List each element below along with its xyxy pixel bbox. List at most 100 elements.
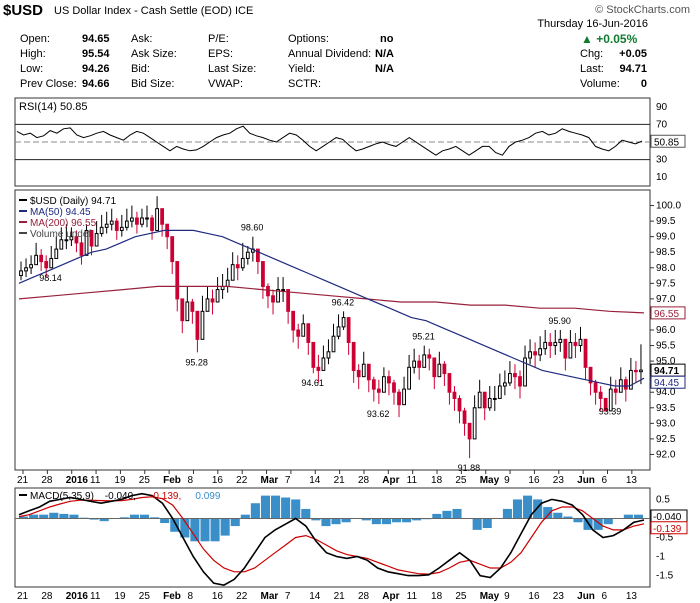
candle-down <box>195 310 200 340</box>
candle-up <box>568 341 573 359</box>
macd-histogram-bar <box>502 508 512 519</box>
candle-up <box>528 351 532 359</box>
price-annotation: 95.21 <box>412 332 435 342</box>
x-axis-label: 19 <box>114 591 126 602</box>
x-axis-label: 25 <box>455 475 467 486</box>
prev-close-value: 94.66 <box>82 78 110 90</box>
x-axis-label: 16 <box>528 591 540 602</box>
volume-label: Volume: <box>580 78 620 90</box>
macd-histogram-bar <box>603 518 613 525</box>
candle-down <box>417 360 422 368</box>
x-axis-label: 19 <box>114 475 126 486</box>
x-axis-label: Jun <box>577 591 595 602</box>
x-axis-label: Feb <box>163 475 181 486</box>
open-label: Open: <box>20 33 50 45</box>
x-axis-label: 7 <box>285 475 291 486</box>
candle-up <box>558 338 563 343</box>
pane-frame-2 <box>14 487 651 588</box>
candle-up <box>477 391 482 409</box>
macd-histogram-bar <box>99 518 109 522</box>
change-pct: +0.05% <box>596 32 638 46</box>
candle-up <box>124 220 129 228</box>
x-axis-label: 16 <box>212 591 224 602</box>
macd-histogram-bar <box>412 518 422 521</box>
x-axis-label: Mar <box>261 475 279 486</box>
candle-up <box>64 239 69 242</box>
last-value: 94.71 <box>619 63 647 75</box>
macd-histogram-bar <box>321 518 331 527</box>
candle-up <box>382 376 386 393</box>
candle-down <box>583 338 588 368</box>
candle-down <box>296 329 301 337</box>
x-axis-label: 14 <box>309 591 321 602</box>
bid-size-label: Bid Size: <box>131 78 175 90</box>
x-axis-label: 8 <box>187 591 193 602</box>
x-axis-label: 28 <box>358 591 370 602</box>
candle-down <box>160 208 165 225</box>
macd-histogram-bar <box>573 518 583 523</box>
price-legend-entry: $USD (Daily) 94.71 <box>30 196 117 207</box>
macd-histogram-bar <box>170 518 180 532</box>
candle-down <box>114 220 119 231</box>
candle-up <box>341 317 346 328</box>
candle-up <box>578 338 583 347</box>
x-axis-label: 23 <box>553 475 565 486</box>
candle-down <box>482 391 487 409</box>
candle-up <box>145 217 149 220</box>
x-axis-label: 9 <box>504 591 510 602</box>
candle-down <box>518 376 522 387</box>
low-value: 94.26 <box>82 63 110 75</box>
candle-down <box>392 382 396 393</box>
price-ytick-label: 95.0 <box>656 356 676 367</box>
candle-up <box>130 217 134 222</box>
open-value: 94.65 <box>82 33 110 45</box>
candle-down <box>603 397 608 412</box>
rsi-value-tag-label: 50.85 <box>654 137 679 148</box>
macd-signal-line <box>18 496 645 575</box>
ma200-line <box>18 285 645 314</box>
macd-histogram-bar <box>220 518 230 536</box>
x-axis-label: 9 <box>504 475 510 486</box>
instrument-name-text: US Dollar Index - Cash Settle (EOD) <box>54 5 232 17</box>
candle-down <box>135 217 139 225</box>
candle-down <box>39 254 44 263</box>
macd-histogram-bar <box>311 518 321 521</box>
symbol-title: $USD <box>3 2 44 19</box>
price-tag-label: 96.55 <box>654 309 679 320</box>
high-value: 95.54 <box>82 48 110 60</box>
x-axis-label: 8 <box>187 475 193 486</box>
rsi-ytick-label: 90 <box>656 102 668 113</box>
x-axis-label: 16 <box>212 475 224 486</box>
macd-legend-entry: -0.040, <box>105 491 136 502</box>
macd-histogram-bar <box>301 508 311 519</box>
macd-ytick-label: -1.5 <box>656 571 674 582</box>
macd-histogram-bar <box>452 508 462 519</box>
brand-link[interactable]: © StockCharts.com <box>595 4 690 16</box>
candle-up <box>104 223 109 228</box>
yield-label: Yield: <box>288 63 316 75</box>
x-axis-label: 18 <box>431 591 443 602</box>
x-axis-label: 22 <box>236 591 248 602</box>
x-axis-label: 28 <box>41 591 53 602</box>
exchange-text: ICE <box>234 5 254 17</box>
candle-down <box>256 248 260 263</box>
macd-histogram-bar <box>271 495 281 519</box>
sctr-label: SCTR: <box>288 78 321 90</box>
x-axis-label: 13 <box>626 475 638 486</box>
bid-label: Bid: <box>131 63 150 75</box>
macd-histogram-bar <box>89 518 99 520</box>
yield-value: N/A <box>375 63 394 75</box>
candle-up <box>200 310 205 340</box>
x-axis-label: 25 <box>139 475 151 486</box>
candle-up <box>523 357 527 387</box>
high-label: High: <box>20 48 46 60</box>
price-annotation: 91.88 <box>458 463 481 473</box>
candle-up <box>639 369 643 373</box>
candle-down <box>442 363 447 375</box>
candle-down <box>366 363 371 381</box>
candle-down <box>170 236 175 263</box>
candle-up <box>502 382 507 387</box>
candle-down <box>346 317 351 343</box>
pe-label: P/E: <box>208 33 229 45</box>
macd-histogram-bar <box>59 513 69 519</box>
